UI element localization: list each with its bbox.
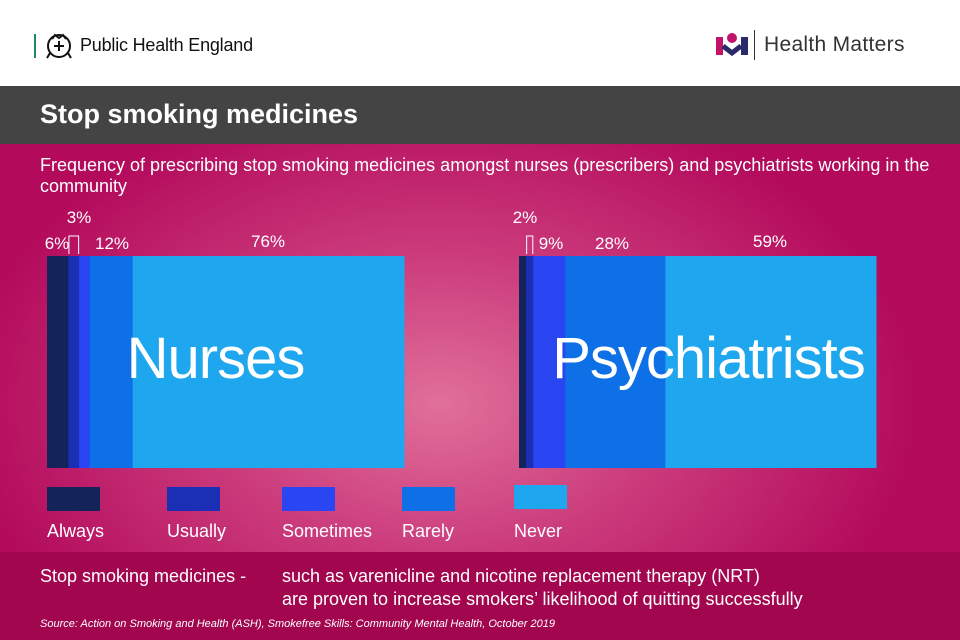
group-label-psychiatrists: Psychiatrists [552, 326, 865, 391]
label-bracket-psychiatrists [526, 235, 534, 254]
bar-segment-nurses-never [132, 256, 405, 468]
group-label-nurses: Nurses [127, 326, 305, 391]
data-label-nurses-always: 6% [45, 234, 70, 253]
legend-label-sometimes: Sometimes [282, 521, 372, 541]
phe-accent-bar [34, 34, 36, 58]
legend-label-always: Always [47, 521, 104, 541]
page-title: Stop smoking medicines [40, 99, 359, 129]
royal-crest-icon [46, 33, 72, 59]
legend-label-rarely: Rarely [402, 521, 454, 541]
data-label-psychiatrists-sometimes: 9% [539, 234, 564, 253]
data-label-psychiatrists-never: 59% [753, 232, 787, 251]
brand-divider [754, 30, 755, 60]
bar-segment-nurses-rarely [89, 256, 134, 468]
data-label-nurses-usually: 3% [67, 208, 92, 227]
title-bar: Stop smoking medicines [0, 86, 960, 144]
chart-title: Frequency of prescribing stop smoking me… [40, 155, 930, 196]
footer [0, 552, 960, 640]
brand-name: Health Matters [764, 33, 905, 56]
header: Public Health England Health Matters [0, 0, 960, 86]
bar-segment-psychiatrists-sometimes [533, 256, 566, 468]
label-bracket-nurses [68, 235, 80, 254]
org-name: Public Health England [80, 35, 253, 55]
data-label-nurses-never: 76% [251, 232, 285, 251]
footer-label: Stop smoking medicines - [40, 566, 247, 586]
footer-line-1: such as varenicline and nicotine replace… [282, 566, 760, 586]
legend-swatch-usually [167, 487, 220, 511]
bar-segment-psychiatrists-never [665, 256, 877, 468]
bar-segment-nurses-always [47, 256, 69, 468]
bar-segment-psychiatrists-always [519, 256, 527, 468]
bar-segment-psychiatrists-rarely [565, 256, 666, 468]
data-label-nurses-rarely: 12% [95, 234, 129, 253]
legend-label-never: Never [514, 521, 562, 541]
footer-line-2: are proven to increase smokers’ likeliho… [282, 589, 803, 609]
bar-segment-nurses-usually [68, 256, 80, 468]
bar-segment-psychiatrists-usually [526, 256, 534, 468]
bar-segment-nurses-sometimes [79, 256, 91, 468]
legend-swatch-never [514, 485, 567, 509]
legend-swatch-rarely [402, 487, 455, 511]
health-matters-logo-icon [716, 33, 748, 57]
legend-swatch-sometimes [282, 487, 335, 511]
data-label-psychiatrists-rarely: 28% [595, 234, 629, 253]
legend-swatch-always [47, 487, 100, 511]
stacked-bar-chart: 6% 3%12% 76% Nurses 2%9% 28% 59% Psychiatrists A… [45, 208, 877, 541]
source-note: Source: Action on Smoking and Health (AS… [40, 618, 555, 630]
data-label-psychiatrists-usually: 2% [513, 208, 538, 227]
legend-label-usually: Usually [167, 521, 226, 541]
